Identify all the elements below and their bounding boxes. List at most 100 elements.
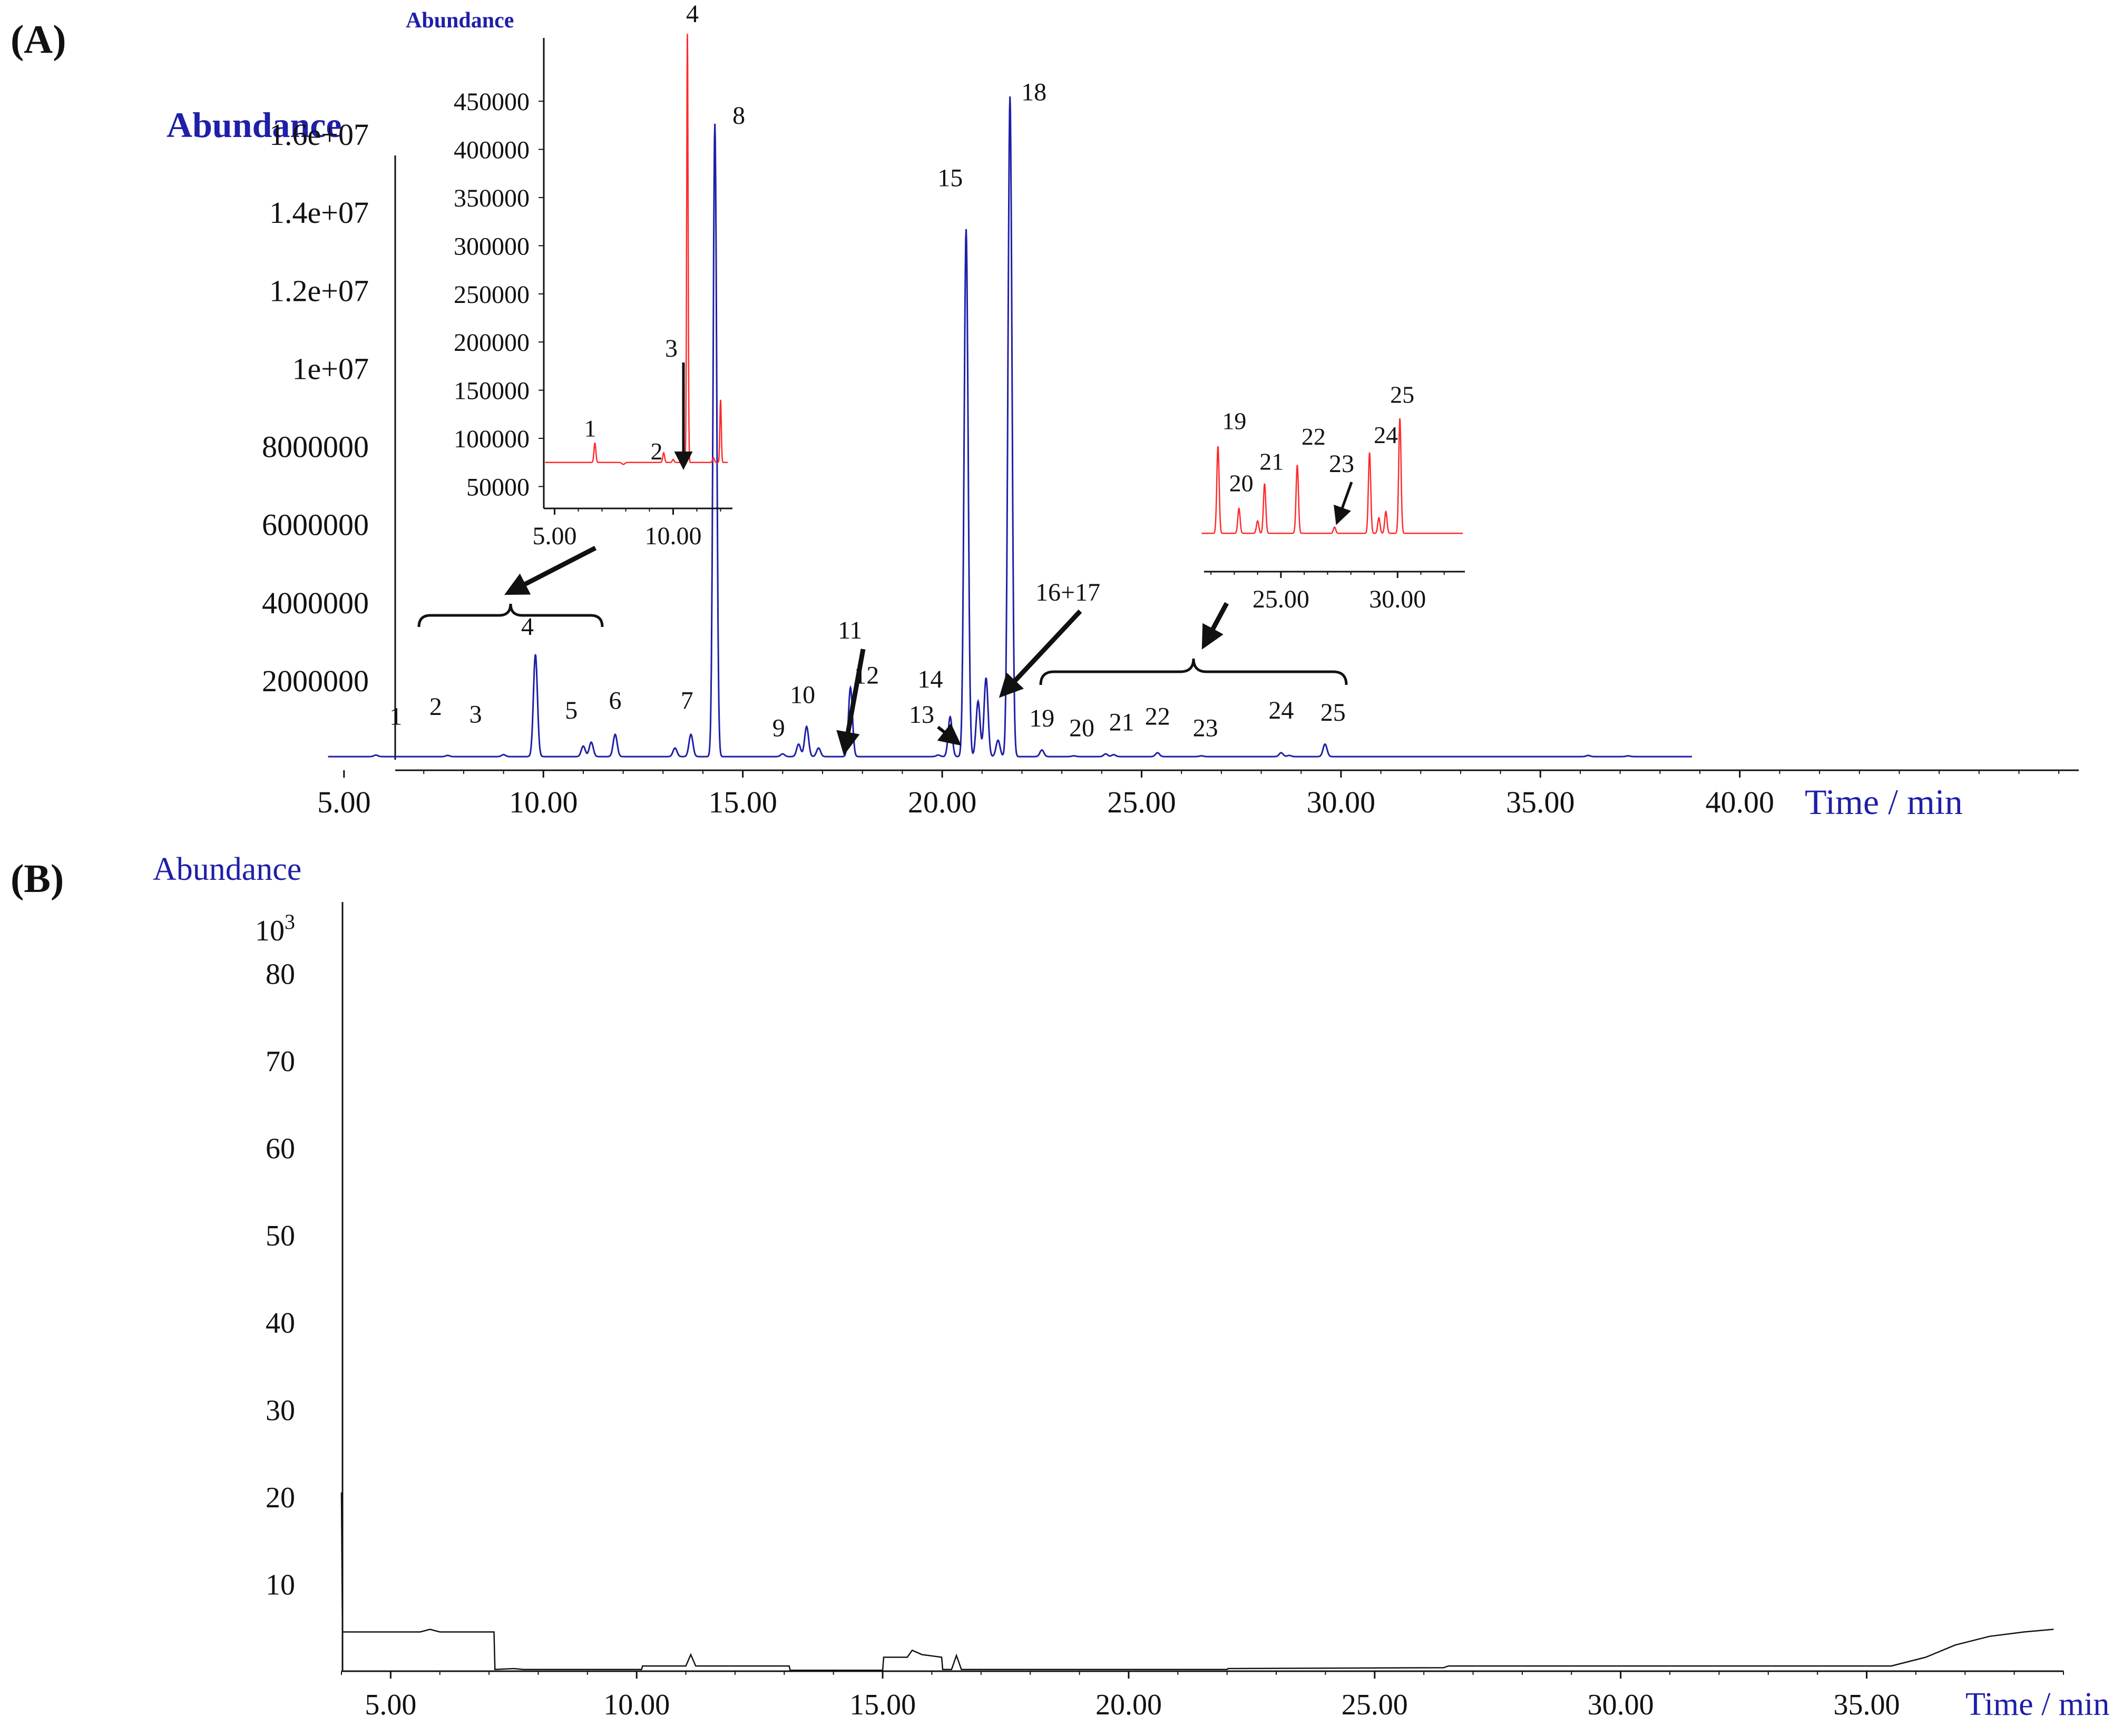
- panel-b-chromatogram: [340, 1492, 2054, 1671]
- brace-left: [417, 603, 604, 627]
- inset-left-x-tick-label: 10.00: [645, 522, 702, 550]
- panel-b-label: (B): [11, 857, 64, 901]
- inset-right-peak-label-19: 19: [1222, 408, 1246, 435]
- panel-a-y-tick-label: 4000000: [262, 586, 369, 620]
- panel-b-y-top-base: 10: [255, 915, 285, 947]
- arrow-peak-11: [836, 649, 866, 756]
- panel-a-x-tick-label: 10.00: [509, 785, 578, 819]
- arrow-peak-23-inset: [1334, 482, 1353, 525]
- panel-a-y-tick-label: 2000000: [262, 664, 369, 698]
- panel-b-y-tick-label: 50: [266, 1220, 295, 1252]
- panel-b-x-tick-label: 30.00: [1588, 1689, 1654, 1721]
- panel-b-x-tick-label: 10.00: [603, 1689, 670, 1721]
- panel-a-x-tick-label: 30.00: [1307, 785, 1376, 819]
- panel-a-y-tick-label: 1.6e+07: [269, 117, 369, 152]
- inset-right-peak-label-21: 21: [1259, 448, 1284, 475]
- inset-right-chromatogram: [1201, 418, 1463, 534]
- peak-label-15: 15: [937, 164, 963, 192]
- label-peak-11: 11: [838, 616, 862, 644]
- peak-label-6: 6: [609, 687, 621, 715]
- inset-left-y-tick-label: 350000: [454, 184, 530, 212]
- panel-a-y-tick-label: 6000000: [262, 508, 369, 542]
- peak-label-9: 9: [772, 714, 785, 742]
- panel-b-y-title: Abundance: [153, 851, 301, 887]
- peak-label-25: 25: [1320, 699, 1346, 727]
- peak-label-24: 24: [1268, 697, 1294, 724]
- peak-label-23: 23: [1193, 714, 1218, 742]
- arrow-peak-16-17: [999, 609, 1082, 698]
- panel-a-y-tick-label: 8000000: [262, 430, 369, 464]
- panel-a-y-tick-label: 1e+07: [292, 351, 369, 386]
- inset-left-y-tick-label: 100000: [454, 425, 530, 453]
- peak-label-4: 4: [521, 613, 534, 641]
- panel-b-y-tick-label: 20: [266, 1482, 295, 1514]
- panel-a-x-tick-label: 20.00: [908, 785, 977, 819]
- label-peak-16-17: 16+17: [1035, 578, 1100, 606]
- panel-a-chromatogram: [328, 96, 1692, 758]
- panel-a-trace: [328, 96, 1692, 758]
- inset-left-x-tick-label: 5.00: [533, 522, 577, 550]
- inset-left-chromatogram: [545, 34, 728, 465]
- peak-label-20: 20: [1069, 714, 1094, 742]
- panel-b-axes: 10 20 30 40 50 60 70 80 5.00 10.00 15.00 20.00 25.00…: [266, 902, 2064, 1721]
- panel-a-y-title: Abundance: [167, 105, 342, 145]
- inset-left-arrow-3-label: 3: [665, 335, 678, 362]
- inset-right-peak-label-24: 24: [1374, 421, 1398, 448]
- inset-left-y-title: Abundance: [406, 8, 514, 33]
- inset-left-peak-4-label: 4: [686, 0, 699, 28]
- panel-b-y-tick-label: 70: [266, 1045, 295, 1078]
- peak-label-8: 8: [732, 102, 745, 130]
- panel-a-axes: 2000000 4000000 6000000 8000000 1e+07 1.2e+07…: [262, 117, 2079, 819]
- panel-b-x-tick-label: 5.00: [365, 1689, 416, 1721]
- panel-b-x-tick-label: 25.00: [1342, 1689, 1408, 1721]
- peak-label-22: 22: [1145, 702, 1170, 730]
- inset-right-x-tick-label: 30.00: [1369, 585, 1426, 613]
- panel-b-y-top-exp: 3: [285, 910, 295, 934]
- panel-b-x-title: Time / min: [1965, 1686, 2109, 1722]
- panel-b-x-tick-label: 35.00: [1834, 1689, 1900, 1721]
- panel-a-x-tick-label: 40.00: [1705, 785, 1774, 819]
- peak-label-2: 2: [429, 693, 442, 721]
- panel-a-x-tick-label: 25.00: [1107, 785, 1176, 819]
- peak-label-3: 3: [469, 701, 482, 729]
- label-peak-13: 13: [909, 701, 934, 729]
- inset-left-y-tick-label: 50000: [466, 473, 530, 501]
- inset-left-y-tick-label: 400000: [454, 136, 530, 164]
- inset-left-peak-label-1: 1: [584, 415, 596, 442]
- inset-left-axes: 50000 100000 150000 200000 250000 300000 35000…: [454, 38, 732, 550]
- panel-b-y-top-tick: 103: [255, 910, 295, 947]
- panel-a-y-tick-label: 1.2e+07: [269, 273, 369, 308]
- panel-a-x-tick-label: 5.00: [317, 785, 371, 819]
- inset-left-peak-labels: 12: [584, 415, 663, 465]
- inset-left-peak-label-2: 2: [651, 438, 663, 465]
- brace-right: [1039, 658, 1348, 685]
- peak-label-19: 19: [1029, 704, 1054, 732]
- peak-label-1: 1: [389, 702, 402, 730]
- peak-label-14: 14: [917, 665, 943, 693]
- inset-left-y-tick-label: 150000: [454, 377, 530, 405]
- inset-left-trace: [545, 34, 728, 465]
- panel-a-x-tick-label: 35.00: [1506, 785, 1575, 819]
- inset-right-arrow-23-label: 23: [1329, 450, 1354, 478]
- peak-label-18: 18: [1021, 78, 1046, 106]
- inset-left-y-tick-label: 450000: [454, 88, 530, 116]
- inset-left-y-tick-label: 200000: [454, 329, 530, 357]
- panel-a-x-tick-label: 15.00: [708, 785, 777, 819]
- panel-b-y-tick-label: 30: [266, 1394, 295, 1427]
- panel-a-x-title: Time / min: [1805, 782, 1963, 822]
- panel-b-y-tick-label: 60: [266, 1133, 295, 1165]
- inset-right-axes: 25.00 30.00: [1204, 571, 1465, 613]
- arrow-to-inset-left: [504, 545, 597, 595]
- peak-label-5: 5: [565, 697, 578, 724]
- panel-b-x-tick-label: 20.00: [1095, 1689, 1162, 1721]
- peak-label-10: 10: [790, 681, 815, 709]
- peak-label-21: 21: [1109, 708, 1134, 736]
- panel-a-label: (A): [11, 17, 66, 62]
- inset-left-y-tick-label: 300000: [454, 232, 530, 260]
- inset-right-peak-label-20: 20: [1229, 470, 1254, 497]
- panel-a-y-tick-label: 1.4e+07: [269, 195, 369, 230]
- panel-b-trace: [340, 1492, 2054, 1671]
